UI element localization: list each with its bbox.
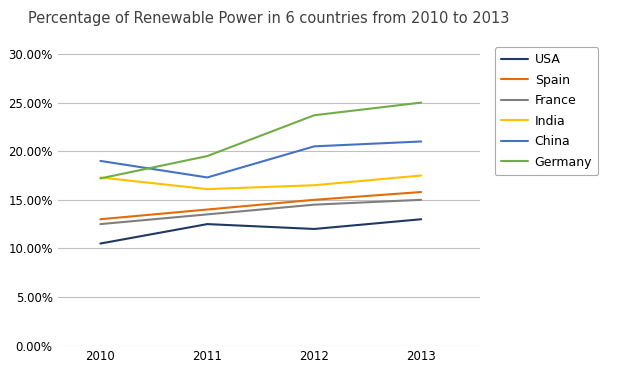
India [97,175,104,180]
Spain [310,197,318,202]
USA [204,222,211,227]
India [204,187,211,191]
France [97,222,104,227]
Line: USA: USA [100,219,421,243]
India [310,183,318,187]
France [417,197,425,202]
Line: Germany: Germany [100,103,421,179]
China [310,144,318,149]
France [310,202,318,207]
Spain [97,217,104,222]
China [417,139,425,144]
Germany [417,100,425,105]
USA [417,217,425,222]
India [417,173,425,178]
Spain [204,207,211,212]
Line: France: France [100,200,421,224]
Germany [97,176,104,181]
USA [310,227,318,231]
Germany [204,154,211,158]
Legend: USA, Spain, France, India, China, Germany: USA, Spain, France, India, China, German… [495,47,598,175]
China [97,159,104,163]
Line: China: China [100,141,421,177]
Line: India: India [100,175,421,189]
Spain [417,190,425,194]
China [204,175,211,180]
Title: Percentage of Renewable Power in 6 countries from 2010 to 2013: Percentage of Renewable Power in 6 count… [28,12,509,26]
France [204,212,211,217]
Line: Spain: Spain [100,192,421,219]
USA [97,241,104,246]
Germany [310,113,318,118]
